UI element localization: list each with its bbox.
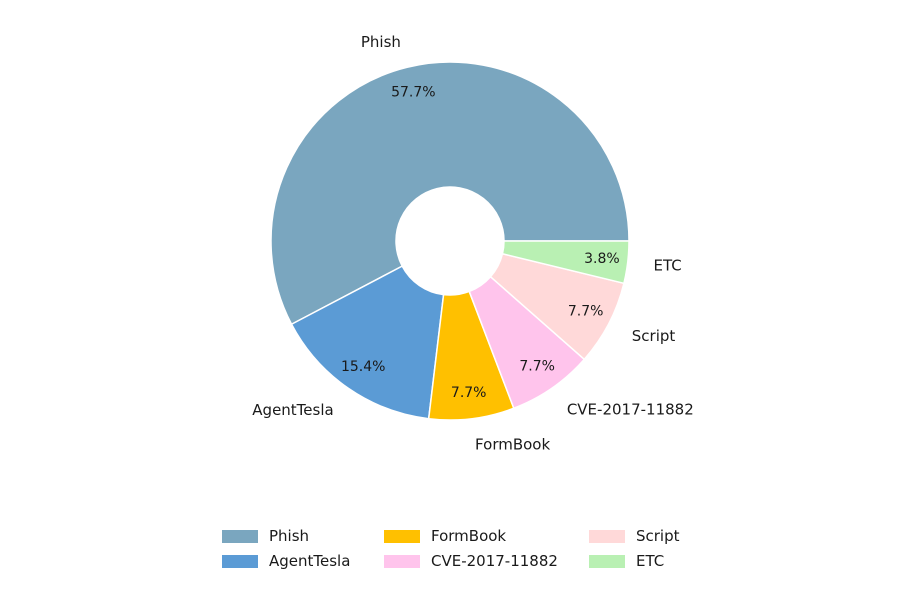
legend-item-etc: ETC: [589, 550, 664, 572]
percent-label-cve-2017-11882: 7.7%: [519, 359, 555, 375]
percent-label-script: 7.7%: [568, 304, 604, 320]
slice-etc: [501, 240, 630, 285]
percent-label-formbook: 7.7%: [451, 385, 487, 401]
legend-label-phish: Phish: [269, 527, 310, 545]
legend-item-phish: Phish: [222, 525, 309, 547]
category-label-formbook: FormBook: [475, 435, 550, 453]
legend-item-script: Script: [589, 525, 680, 547]
percent-label-phish: 57.7%: [391, 84, 435, 100]
legend-label-etc: ETC: [636, 552, 665, 570]
legend-label-cve-2017-11882: CVE-2017-11882: [431, 552, 558, 570]
legend-label-script: Script: [636, 527, 680, 545]
legend-item-agenttesla: AgentTesla: [222, 550, 350, 572]
legend-item-cve-2017-11882: CVE-2017-11882: [384, 550, 558, 572]
legend-label-agenttesla: AgentTesla: [269, 552, 351, 570]
category-label-etc: ETC: [654, 256, 682, 274]
legend-label-formbook: FormBook: [431, 527, 507, 545]
legend-swatch-phish: [222, 529, 258, 543]
chart-legend: Phish AgentTesla FormBook CVE-2017-11882…: [222, 525, 692, 575]
percent-label-agenttesla: 15.4%: [341, 359, 385, 375]
legend-swatch-formbook: [384, 529, 420, 543]
percent-labels: 57.7% 15.4% 7.7% 7.7% 7.7% 3.8%: [341, 84, 620, 400]
category-label-cve-2017-11882: CVE-2017-11882: [567, 400, 694, 418]
slice-agenttesla: [290, 265, 445, 420]
donut-slices: [270, 61, 630, 421]
percent-label-etc: 3.8%: [584, 251, 620, 267]
legend-item-formbook: FormBook: [384, 525, 506, 547]
legend-swatch-agenttesla: [222, 554, 258, 568]
category-label-agenttesla: AgentTesla: [252, 401, 333, 419]
category-label-phish: Phish: [361, 33, 401, 51]
legend-swatch-script: [589, 529, 625, 543]
category-labels: Phish AgentTesla FormBook CVE-2017-11882 Scr…: [252, 33, 693, 453]
slice-phish: [270, 61, 630, 326]
legend-swatch-cve-2017-11882: [384, 554, 420, 568]
legend-swatch-etc: [589, 554, 625, 568]
category-label-script: Script: [632, 327, 676, 345]
